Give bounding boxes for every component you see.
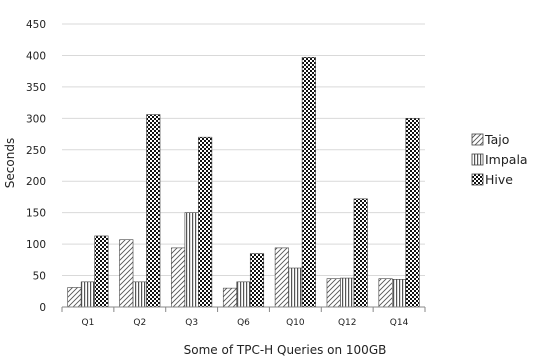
- bar-impala-q14: [392, 279, 407, 308]
- y-axis-title: Seconds: [3, 138, 17, 188]
- bar-hive-q12: [353, 198, 368, 308]
- bar-impala-q1: [80, 281, 95, 308]
- bar-tajo-q12: [326, 278, 341, 308]
- legend-swatch-hive: [471, 173, 484, 186]
- y-tick-label: 0: [39, 302, 46, 314]
- bar-hive-q6: [249, 253, 265, 308]
- x-tick-label: Q14: [390, 318, 409, 328]
- bar-hive-q3: [198, 136, 213, 308]
- x-tick-label: Q10: [286, 318, 305, 328]
- legend-swatch-tajo: [471, 133, 484, 146]
- bar-hive-q2: [146, 114, 161, 308]
- x-axis-title: Some of TPC-H Queries on 100GB: [184, 343, 387, 357]
- x-tick-label: Q3: [185, 318, 198, 328]
- legend-label-hive: Hive: [485, 172, 513, 187]
- y-tick-label: 400: [26, 50, 46, 62]
- y-tick-label: 250: [26, 145, 46, 157]
- x-tick-label: Q1: [82, 318, 95, 328]
- y-tick-label: 200: [26, 176, 46, 188]
- y-tick-label: 300: [26, 113, 46, 125]
- y-tick-label: 50: [33, 271, 46, 283]
- x-tick-label: Q12: [338, 318, 357, 328]
- bar-impala-q6: [236, 281, 251, 308]
- y-tick-label: 100: [26, 239, 46, 251]
- gridlines: [62, 23, 425, 277]
- bar-tajo-q3: [171, 247, 186, 308]
- bar-hive-q10: [301, 57, 316, 308]
- bar-impala-q2: [132, 281, 147, 308]
- bar-hive-q1: [94, 235, 109, 308]
- x-axis: [61, 306, 426, 312]
- x-tick-label: Q6: [237, 318, 250, 328]
- bar-tajo-q6: [222, 287, 238, 308]
- y-tick-label: 350: [26, 82, 46, 94]
- bar-impala-q10: [288, 267, 303, 308]
- legend-label-tajo: Tajo: [484, 132, 509, 147]
- x-tick-labels: Q1 Q2 Q3 Q6 Q10 Q12 Q14: [82, 318, 409, 328]
- y-tick-label: 150: [26, 208, 46, 220]
- bar-tajo-q1: [67, 287, 82, 308]
- legend: Tajo Impala Hive: [471, 132, 528, 187]
- bar-impala-q3: [184, 212, 199, 308]
- bar-tajo-q14: [378, 278, 393, 308]
- bar-tajo-q2: [119, 239, 134, 308]
- bars: [67, 57, 420, 308]
- y-tick-label: 450: [26, 19, 46, 31]
- bar-tajo-q10: [274, 247, 289, 308]
- legend-swatch-impala: [471, 153, 484, 166]
- y-tick-labels: 0 50 100 150 200 250 300 350 400 450: [26, 19, 46, 314]
- x-tick-label: Q2: [133, 318, 146, 328]
- bar-impala-q12: [340, 277, 355, 308]
- bar-hive-q14: [405, 118, 420, 308]
- legend-label-impala: Impala: [485, 152, 528, 167]
